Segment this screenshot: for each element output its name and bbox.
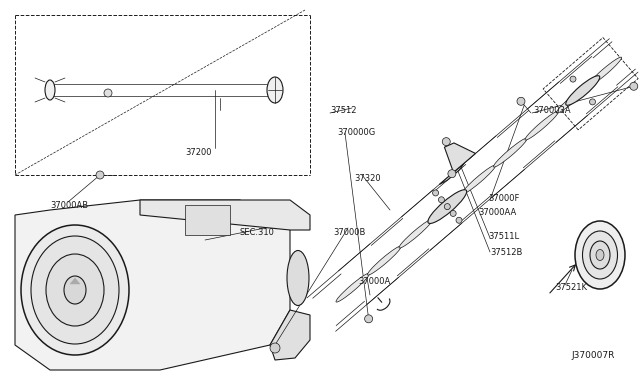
Ellipse shape: [582, 231, 618, 279]
Text: 37320: 37320: [354, 173, 381, 183]
Polygon shape: [140, 200, 310, 230]
Bar: [185, 205, 230, 235]
Ellipse shape: [267, 77, 283, 103]
Text: 37511L: 37511L: [488, 231, 519, 241]
Ellipse shape: [336, 273, 370, 302]
Ellipse shape: [64, 276, 86, 304]
Circle shape: [444, 203, 451, 209]
Ellipse shape: [557, 84, 590, 113]
Polygon shape: [70, 278, 80, 284]
Ellipse shape: [287, 250, 309, 305]
Circle shape: [450, 211, 456, 217]
Text: 37200: 37200: [185, 148, 211, 157]
Circle shape: [365, 315, 372, 323]
Circle shape: [442, 138, 451, 145]
Text: 37512B: 37512B: [490, 247, 522, 257]
Text: 370000G: 370000G: [337, 128, 375, 137]
Text: 37521K: 37521K: [555, 283, 587, 292]
Ellipse shape: [588, 57, 621, 86]
Circle shape: [517, 97, 525, 105]
Circle shape: [96, 171, 104, 179]
Circle shape: [589, 99, 595, 105]
Circle shape: [433, 190, 438, 196]
Circle shape: [570, 76, 576, 82]
Ellipse shape: [462, 165, 495, 194]
Circle shape: [270, 343, 280, 353]
Text: 37000F: 37000F: [488, 193, 520, 202]
Circle shape: [438, 197, 444, 203]
Ellipse shape: [566, 76, 600, 105]
Ellipse shape: [399, 219, 433, 248]
Text: J370007R: J370007R: [572, 350, 615, 359]
Polygon shape: [15, 200, 290, 370]
Text: 37000B: 37000B: [333, 228, 365, 237]
Ellipse shape: [493, 138, 527, 167]
Ellipse shape: [46, 254, 104, 326]
Ellipse shape: [428, 190, 467, 224]
Polygon shape: [439, 163, 465, 185]
Circle shape: [448, 170, 456, 178]
Text: 37512: 37512: [330, 106, 356, 115]
Polygon shape: [444, 143, 476, 172]
Polygon shape: [270, 310, 310, 360]
Ellipse shape: [596, 250, 604, 260]
Ellipse shape: [590, 241, 610, 269]
Text: 37000A: 37000A: [358, 278, 390, 286]
Circle shape: [456, 217, 462, 223]
Ellipse shape: [45, 80, 55, 100]
Text: 37000AB: 37000AB: [50, 201, 88, 209]
Ellipse shape: [575, 221, 625, 289]
Circle shape: [104, 89, 112, 97]
Circle shape: [630, 82, 638, 90]
Text: SEC.310: SEC.310: [240, 228, 275, 237]
Text: 37000AA: 37000AA: [478, 208, 516, 217]
Ellipse shape: [367, 246, 401, 275]
Ellipse shape: [431, 192, 464, 221]
Ellipse shape: [21, 225, 129, 355]
Ellipse shape: [525, 111, 559, 140]
Ellipse shape: [31, 236, 119, 344]
Text: 370003A: 370003A: [533, 106, 571, 115]
